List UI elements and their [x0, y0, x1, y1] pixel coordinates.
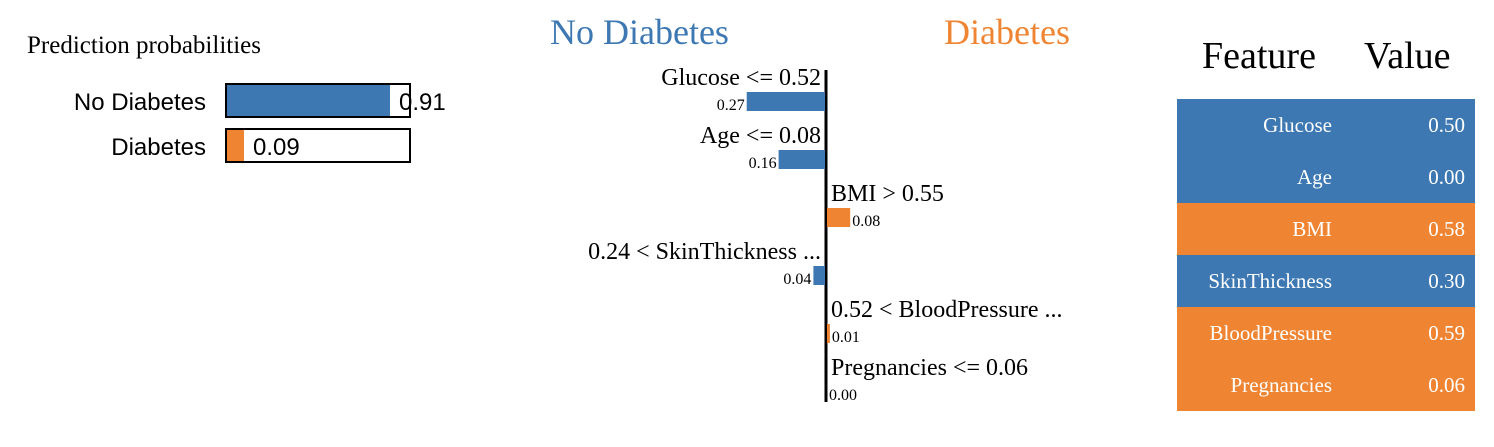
feature-name-cell: Age — [1297, 164, 1332, 189]
probability-bar — [227, 130, 245, 161]
feature-value-cell: 0.59 — [1428, 320, 1465, 345]
feature-weight-bar — [746, 92, 825, 111]
class-label-diabetes: Diabetes — [944, 12, 1070, 52]
feature-name-cell: BMI — [1292, 216, 1332, 241]
feature-weight-bar — [813, 266, 825, 285]
feature-weight-label: 0.08 — [852, 213, 880, 230]
feature-value-cell: 0.00 — [1428, 164, 1465, 189]
feature-table-row: SkinThickness 0.30 — [1177, 255, 1475, 307]
feature-condition-label: 0.52 < BloodPressure ... — [831, 297, 1063, 323]
probability-bar — [227, 85, 390, 116]
feature-condition-label: Pregnancies <= 0.06 — [831, 355, 1028, 381]
feature-contributions-chart: No Diabetes Diabetes Glucose <= 0.52 0.27… — [550, 12, 1070, 404]
feature-weight-label: 0.00 — [829, 387, 857, 404]
probability-value: 0.91 — [399, 89, 446, 116]
feature-weight-bar — [827, 324, 830, 343]
feature-condition-label: Glucose <= 0.52 — [661, 65, 821, 91]
feature-condition-label: 0.24 < SkinThickness ... — [588, 239, 821, 265]
feature-condition-label: BMI > 0.55 — [831, 181, 944, 207]
feature-value-cell: 0.06 — [1428, 372, 1465, 397]
feature-table-row: Age 0.00 — [1177, 151, 1475, 203]
feature-weight-bar — [778, 150, 825, 169]
prediction-probabilities-title: Prediction probabilities — [27, 32, 261, 59]
feature-weight-label: 0.04 — [783, 271, 811, 288]
probability-label: Diabetes — [111, 134, 206, 161]
feature-value-cell: 0.30 — [1428, 268, 1465, 293]
feature-weight-label: 0.16 — [749, 155, 777, 172]
feature-value-table: Glucose 0.50 Age 0.00 BMI 0.58 SkinThickness 0.… — [1177, 99, 1475, 411]
feature-table-row: Pregnancies 0.06 — [1177, 359, 1475, 411]
feature-value-cell: 0.50 — [1428, 112, 1465, 137]
feature-name-cell: SkinThickness — [1208, 268, 1332, 293]
feature-table-row: BMI 0.58 — [1177, 203, 1475, 255]
probability-label: No Diabetes — [74, 89, 206, 116]
class-label-no-diabetes: No Diabetes — [550, 12, 729, 52]
feature-column-header: Feature — [1202, 35, 1316, 77]
feature-table-row: BloodPressure 0.59 — [1177, 307, 1475, 359]
prediction-probabilities-chart: Prediction probabilities No Diabetes 0.91… — [27, 32, 446, 163]
feature-table-row: Glucose 0.50 — [1177, 99, 1475, 151]
feature-condition-label: Age <= 0.08 — [700, 123, 821, 149]
value-column-header: Value — [1364, 35, 1451, 77]
probability-value: 0.09 — [253, 134, 300, 161]
feature-name-cell: BloodPressure — [1209, 320, 1333, 345]
feature-name-cell: Pregnancies — [1230, 372, 1332, 397]
probability-bar-frame — [225, 128, 411, 163]
prediction-probabilities-panel: Prediction probabilities No Diabetes 0.91… — [0, 0, 500, 442]
feature-weight-label: 0.01 — [832, 329, 860, 346]
feature-weight-label: 0.27 — [717, 97, 745, 114]
feature-value-table-panel: Feature Value Glucose 0.50 Age 0.00 BMI 0.58 S… — [1170, 0, 1490, 442]
feature-name-cell: Glucose — [1263, 112, 1332, 137]
feature-value-cell: 0.58 — [1428, 216, 1465, 241]
feature-weight-bar — [827, 208, 851, 227]
feature-contributions-panel: No Diabetes Diabetes Glucose <= 0.52 0.27… — [520, 0, 1160, 442]
